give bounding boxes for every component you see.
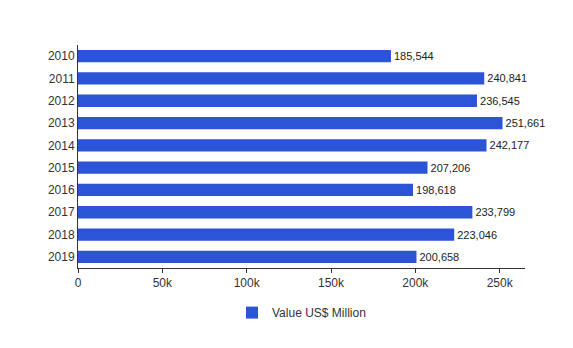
svg-text:2016: 2016: [48, 183, 75, 197]
svg-text:200,658: 200,658: [419, 251, 459, 263]
svg-text:185,544: 185,544: [394, 50, 434, 62]
svg-text:242,177: 242,177: [490, 139, 530, 151]
svg-text:198,618: 198,618: [416, 184, 456, 196]
svg-text:233,799: 233,799: [475, 206, 515, 218]
svg-text:240,841: 240,841: [487, 72, 527, 84]
svg-text:2014: 2014: [48, 139, 75, 153]
svg-text:2018: 2018: [48, 228, 75, 242]
svg-text:250k: 250k: [487, 276, 514, 290]
svg-text:251,661: 251,661: [506, 117, 546, 129]
svg-text:236,545: 236,545: [480, 95, 520, 107]
svg-text:150k: 150k: [318, 276, 345, 290]
svg-text:100k: 100k: [234, 276, 261, 290]
svg-text:2011: 2011: [49, 72, 75, 86]
svg-text:200k: 200k: [402, 276, 429, 290]
svg-text:223,046: 223,046: [457, 229, 497, 241]
svg-text:2017: 2017: [48, 205, 75, 219]
svg-text:2010: 2010: [48, 49, 75, 63]
svg-text:Value US$ Million: Value US$ Million: [272, 306, 366, 320]
svg-text:50k: 50k: [153, 276, 173, 290]
svg-text:2015: 2015: [48, 161, 75, 175]
svg-text:207,206: 207,206: [431, 162, 471, 174]
svg-text:2013: 2013: [48, 116, 75, 130]
svg-text:2012: 2012: [48, 94, 75, 108]
svg-text:2019: 2019: [48, 250, 75, 264]
svg-text:0: 0: [75, 276, 82, 290]
